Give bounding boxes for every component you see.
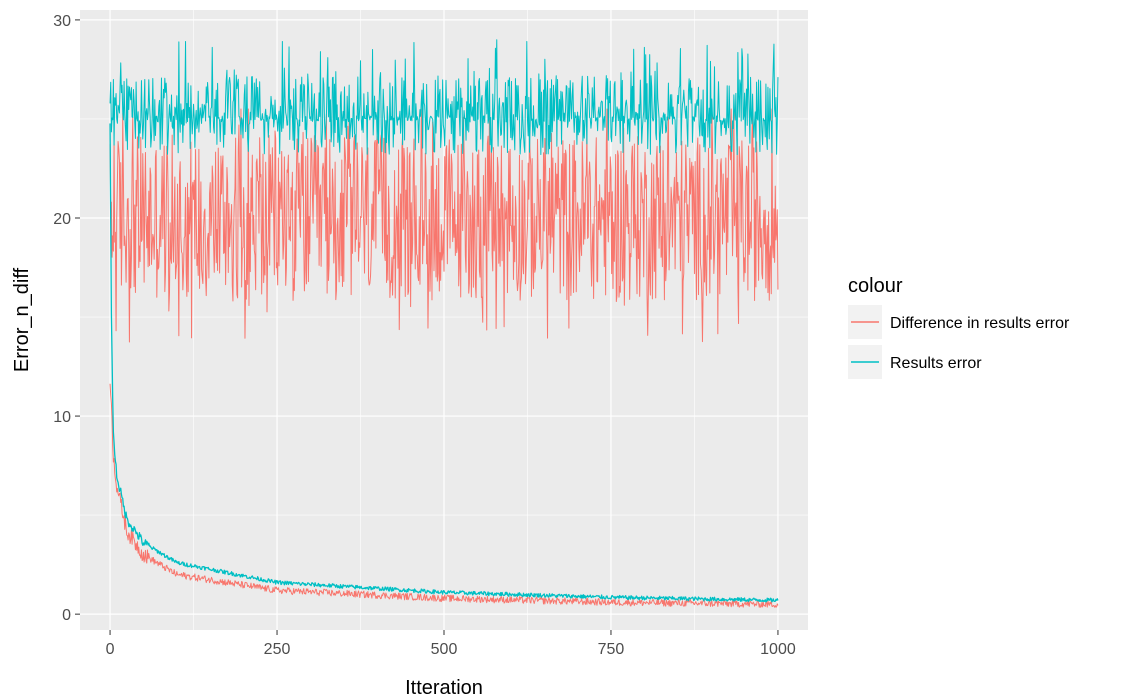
series-results-high-line xyxy=(109,39,779,156)
legend-label: Difference in results error xyxy=(890,315,1070,332)
series-difference-decay-line xyxy=(109,383,779,608)
legend-label: Results error xyxy=(890,355,982,372)
y-axis-title: Error_n_diff xyxy=(11,267,33,372)
series-results-decay-line xyxy=(109,123,779,603)
legend-items: Difference in results error Results error xyxy=(848,305,1070,379)
x-tick-label: 750 xyxy=(598,641,625,658)
axis-ticks: 0 250 500 750 1000 0 10 20 30 xyxy=(53,13,796,658)
y-tick-label: 10 xyxy=(53,409,71,426)
legend-title: colour xyxy=(848,275,903,297)
legend: colour Difference in results error Result… xyxy=(848,275,1070,379)
y-tick-label: 30 xyxy=(53,13,71,30)
y-tick-label: 0 xyxy=(62,607,71,624)
series-layer xyxy=(109,39,779,608)
x-axis-title: Itteration xyxy=(405,677,483,697)
x-tick-label: 0 xyxy=(106,641,115,658)
series-difference-high-line xyxy=(109,108,779,343)
y-tick-label: 20 xyxy=(53,211,71,228)
x-tick-label: 500 xyxy=(431,641,458,658)
x-tick-label: 1000 xyxy=(760,641,796,658)
x-tick-label: 250 xyxy=(264,641,291,658)
